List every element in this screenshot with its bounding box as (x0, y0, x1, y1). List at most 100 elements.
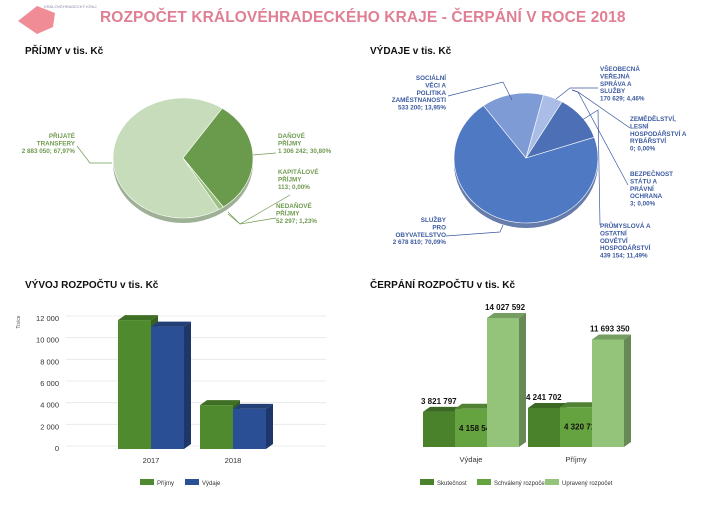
y-tick-label: 4 000 (40, 401, 59, 410)
bar-Upravený rozpočet (592, 334, 631, 447)
label-text: PŘÍJMY (278, 138, 302, 147)
bar-front (528, 407, 560, 447)
legend-swatch (140, 479, 154, 485)
legend-label: Upravený rozpočet (562, 481, 613, 487)
legend-label: Skutečnost (437, 481, 467, 487)
label-text: ZAMĚSTNANOSTI (392, 95, 446, 104)
x-tick-label: Příjmy (565, 455, 586, 464)
y-tick-label: 10 000 (36, 336, 59, 345)
y-axis-label: Tisíce (16, 315, 22, 328)
vydaje-title: VÝDAJE v tis. Kč (370, 46, 452, 57)
page-title: ROZPOČET KRÁLOVÉHRADECKÉHO KRAJE - ČERPÁ… (100, 9, 626, 26)
bar-front (560, 407, 592, 447)
label-text: 2 678 810; 70,09% (393, 239, 447, 246)
label-text: RYBÁŘSTVÍ (630, 136, 666, 145)
label-text: VĚCI A (425, 80, 446, 89)
label-text: OSTATNÍ (600, 228, 627, 237)
label-text: 2 883 050; 67,97% (22, 148, 76, 155)
legend-label: Příjmy (157, 481, 174, 487)
bar-front (233, 408, 266, 449)
y-tick-label: 2 000 (40, 422, 59, 431)
bar-front (200, 405, 233, 449)
bar-Schválený rozpočet (560, 402, 599, 447)
label-text: SLUŽBY (600, 86, 626, 95)
label-text: PŘIJATÉ (49, 131, 75, 140)
data-label: 11 693 350 (590, 324, 630, 333)
bar-side (624, 334, 631, 447)
logo-shape-icon (18, 6, 55, 34)
legend-swatch (420, 479, 434, 485)
bar-front (423, 411, 455, 447)
legend-label: Schválený rozpočet (494, 481, 547, 487)
leader-line (76, 145, 112, 164)
vyvoj-title: VÝVOJ ROZPOČTU v tis. Kč (25, 280, 159, 291)
label-text: VEŘEJNÁ (600, 71, 630, 80)
bar-Výdaje (233, 403, 273, 449)
label-text: PŘÍJMY (276, 208, 300, 217)
bar-top (528, 402, 567, 408)
leader-line (252, 152, 277, 156)
bar-front (455, 408, 487, 447)
pie-slice (182, 107, 254, 208)
label-text: TRANSFERY (37, 140, 76, 147)
y-tick-label: 8 000 (40, 357, 59, 366)
label-text: HOSPODÁŘSTVÍ (600, 243, 651, 252)
label-text: PŘÍJMY (278, 174, 302, 183)
prijmy-title: PŘÍJMY v tis. Kč (25, 46, 104, 57)
data-label: 4 158 545 (459, 424, 495, 433)
label-text: SPRÁVA A (600, 79, 632, 88)
bar-front (487, 318, 519, 447)
y-tick-label: 12 000 (36, 314, 59, 323)
label-text: 439 154; 11,49% (600, 253, 648, 260)
label-text: ZEMĚDĚLSTVÍ, (630, 114, 676, 123)
label-text: VŠEOBECNÁ (600, 64, 640, 73)
label-text: 3; 0,00% (630, 201, 656, 208)
data-label: 4 320 719 (564, 422, 600, 431)
bar-top (560, 402, 599, 408)
x-tick-label: Výdaje (460, 455, 483, 464)
bar-top (487, 313, 526, 318)
bar-side (519, 313, 526, 447)
label-text: POLITIKA (417, 90, 447, 97)
bar-side (266, 403, 273, 449)
bar-top (233, 403, 273, 409)
leader-line (571, 89, 629, 186)
legend-swatch (545, 479, 559, 485)
label-text: STÁTU A (630, 176, 658, 185)
data-label: 3 821 797 (421, 397, 457, 406)
leader-line (555, 87, 598, 100)
label-text: 113; 0,00% (278, 184, 310, 191)
leader-line (227, 211, 277, 225)
bar-top (592, 334, 631, 340)
label-text: OCHRANA (630, 193, 663, 200)
legend-swatch (185, 479, 199, 485)
x-tick-label: 2018 (225, 456, 242, 465)
label-text: DAŇOVÉ (278, 131, 305, 140)
bar-top (200, 400, 240, 406)
bar-Upravený rozpočet (487, 313, 526, 447)
cerpani-title: ČERPÁNÍ ROZPOČTU v tis. Kč (370, 280, 516, 291)
label-text: KAPITÁLOVÉ (278, 167, 319, 176)
logo-text: KRÁLOVÉHRADECKÝ KRAJ (44, 4, 97, 9)
label-text: 0; 0,00% (630, 146, 656, 153)
label-text: 533 200; 13,95% (398, 105, 446, 112)
label-text: HOSPODÁŘSTVÍ A (630, 129, 687, 138)
bar-top (423, 406, 462, 412)
leader-line (581, 109, 601, 226)
label-text: NEDAŇOVÉ (276, 201, 312, 210)
label-text: OBYVATELSTVO (396, 232, 447, 239)
y-tick-label: 6 000 (40, 379, 59, 388)
leader-line (447, 81, 513, 101)
label-text: SOCIÁLNÍ (416, 73, 446, 82)
label-text: 1 306 242; 30,80% (278, 148, 332, 155)
leader-line (445, 224, 504, 237)
bar-top (151, 321, 191, 327)
